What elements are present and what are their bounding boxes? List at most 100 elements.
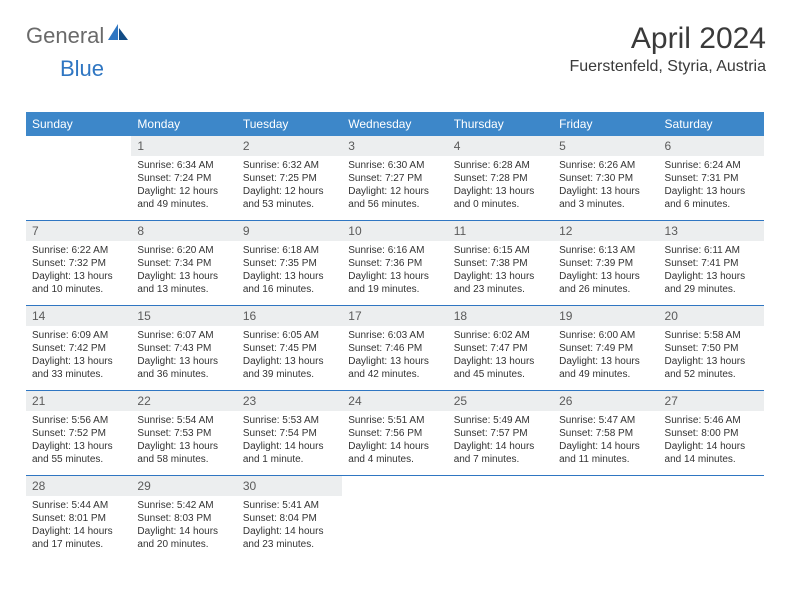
day-details: Sunrise: 6:15 AMSunset: 7:38 PMDaylight:… bbox=[448, 241, 553, 301]
day-details: Sunrise: 6:20 AMSunset: 7:34 PMDaylight:… bbox=[131, 241, 236, 301]
day-number: 23 bbox=[237, 391, 342, 411]
day-number: 22 bbox=[131, 391, 236, 411]
day-number: 25 bbox=[448, 391, 553, 411]
calendar-row: 28 Sunrise: 5:44 AMSunset: 8:01 PMDaylig… bbox=[26, 476, 764, 561]
day-details: Sunrise: 5:58 AMSunset: 7:50 PMDaylight:… bbox=[659, 326, 764, 386]
calendar-cell: 18 Sunrise: 6:02 AMSunset: 7:47 PMDaylig… bbox=[448, 306, 553, 391]
day-number: 8 bbox=[131, 221, 236, 241]
calendar-row: 14 Sunrise: 6:09 AMSunset: 7:42 PMDaylig… bbox=[26, 306, 764, 391]
day-details: Sunrise: 5:47 AMSunset: 7:58 PMDaylight:… bbox=[553, 411, 658, 471]
calendar-cell: 25 Sunrise: 5:49 AMSunset: 7:57 PMDaylig… bbox=[448, 391, 553, 476]
day-details: Sunrise: 5:46 AMSunset: 8:00 PMDaylight:… bbox=[659, 411, 764, 471]
day-number: 11 bbox=[448, 221, 553, 241]
month-title: April 2024 bbox=[569, 22, 766, 56]
day-number: 14 bbox=[26, 306, 131, 326]
day-details: Sunrise: 5:41 AMSunset: 8:04 PMDaylight:… bbox=[237, 496, 342, 556]
logo-text-blue: Blue bbox=[60, 56, 792, 82]
calendar-row: 21 Sunrise: 5:56 AMSunset: 7:52 PMDaylig… bbox=[26, 391, 764, 476]
day-details: Sunrise: 6:30 AMSunset: 7:27 PMDaylight:… bbox=[342, 156, 447, 216]
weekday-header: Tuesday bbox=[237, 112, 342, 136]
calendar-cell: 7 Sunrise: 6:22 AMSunset: 7:32 PMDayligh… bbox=[26, 221, 131, 306]
day-number: 16 bbox=[237, 306, 342, 326]
day-number: 4 bbox=[448, 136, 553, 156]
day-details: Sunrise: 6:03 AMSunset: 7:46 PMDaylight:… bbox=[342, 326, 447, 386]
day-number: 21 bbox=[26, 391, 131, 411]
calendar-cell: 23 Sunrise: 5:53 AMSunset: 7:54 PMDaylig… bbox=[237, 391, 342, 476]
day-number: 20 bbox=[659, 306, 764, 326]
day-details: Sunrise: 5:49 AMSunset: 7:57 PMDaylight:… bbox=[448, 411, 553, 471]
logo-sail-icon bbox=[104, 22, 132, 50]
day-number: 28 bbox=[26, 476, 131, 496]
weekday-header: Saturday bbox=[659, 112, 764, 136]
day-details: Sunrise: 6:00 AMSunset: 7:49 PMDaylight:… bbox=[553, 326, 658, 386]
page: General April 2024 Fuerstenfeld, Styria,… bbox=[0, 0, 792, 612]
calendar-cell: 10 Sunrise: 6:16 AMSunset: 7:36 PMDaylig… bbox=[342, 221, 447, 306]
day-number: 12 bbox=[553, 221, 658, 241]
day-details: Sunrise: 6:32 AMSunset: 7:25 PMDaylight:… bbox=[237, 156, 342, 216]
calendar-cell: 4 Sunrise: 6:28 AMSunset: 7:28 PMDayligh… bbox=[448, 136, 553, 221]
day-details: Sunrise: 5:44 AMSunset: 8:01 PMDaylight:… bbox=[26, 496, 131, 556]
day-details: Sunrise: 6:16 AMSunset: 7:36 PMDaylight:… bbox=[342, 241, 447, 301]
day-number: 1 bbox=[131, 136, 236, 156]
day-details: Sunrise: 6:02 AMSunset: 7:47 PMDaylight:… bbox=[448, 326, 553, 386]
weekday-row: SundayMondayTuesdayWednesdayThursdayFrid… bbox=[26, 112, 764, 136]
day-details: Sunrise: 5:54 AMSunset: 7:53 PMDaylight:… bbox=[131, 411, 236, 471]
day-number: 2 bbox=[237, 136, 342, 156]
day-number: 9 bbox=[237, 221, 342, 241]
weekday-header: Friday bbox=[553, 112, 658, 136]
day-number: 13 bbox=[659, 221, 764, 241]
day-details: Sunrise: 6:11 AMSunset: 7:41 PMDaylight:… bbox=[659, 241, 764, 301]
day-details: Sunrise: 6:13 AMSunset: 7:39 PMDaylight:… bbox=[553, 241, 658, 301]
calendar-cell: 5 Sunrise: 6:26 AMSunset: 7:30 PMDayligh… bbox=[553, 136, 658, 221]
calendar-cell: 26 Sunrise: 5:47 AMSunset: 7:58 PMDaylig… bbox=[553, 391, 658, 476]
weekday-header: Wednesday bbox=[342, 112, 447, 136]
day-number: 24 bbox=[342, 391, 447, 411]
day-number: 30 bbox=[237, 476, 342, 496]
day-number: 19 bbox=[553, 306, 658, 326]
calendar-cell: 29 Sunrise: 5:42 AMSunset: 8:03 PMDaylig… bbox=[131, 476, 236, 561]
day-number: 10 bbox=[342, 221, 447, 241]
day-details: Sunrise: 6:26 AMSunset: 7:30 PMDaylight:… bbox=[553, 156, 658, 216]
day-details: Sunrise: 6:07 AMSunset: 7:43 PMDaylight:… bbox=[131, 326, 236, 386]
calendar-cell: 8 Sunrise: 6:20 AMSunset: 7:34 PMDayligh… bbox=[131, 221, 236, 306]
day-number: 18 bbox=[448, 306, 553, 326]
weekday-header: Thursday bbox=[448, 112, 553, 136]
logo: General bbox=[26, 22, 132, 50]
day-number: 29 bbox=[131, 476, 236, 496]
logo-text-general: General bbox=[26, 23, 104, 49]
calendar-cell: 6 Sunrise: 6:24 AMSunset: 7:31 PMDayligh… bbox=[659, 136, 764, 221]
day-details: Sunrise: 6:34 AMSunset: 7:24 PMDaylight:… bbox=[131, 156, 236, 216]
calendar-cell-empty: .. bbox=[26, 136, 131, 221]
day-number: 7 bbox=[26, 221, 131, 241]
calendar-cell: 2 Sunrise: 6:32 AMSunset: 7:25 PMDayligh… bbox=[237, 136, 342, 221]
day-details: Sunrise: 6:22 AMSunset: 7:32 PMDaylight:… bbox=[26, 241, 131, 301]
calendar-cell: 1 Sunrise: 6:34 AMSunset: 7:24 PMDayligh… bbox=[131, 136, 236, 221]
weekday-header: Monday bbox=[131, 112, 236, 136]
calendar-row: .. 1 Sunrise: 6:34 AMSunset: 7:24 PMDayl… bbox=[26, 136, 764, 221]
day-number: 5 bbox=[553, 136, 658, 156]
day-details: Sunrise: 6:28 AMSunset: 7:28 PMDaylight:… bbox=[448, 156, 553, 216]
calendar-cell: 11 Sunrise: 6:15 AMSunset: 7:38 PMDaylig… bbox=[448, 221, 553, 306]
calendar-cell: 9 Sunrise: 6:18 AMSunset: 7:35 PMDayligh… bbox=[237, 221, 342, 306]
calendar-cell: 20 Sunrise: 5:58 AMSunset: 7:50 PMDaylig… bbox=[659, 306, 764, 391]
day-details: Sunrise: 5:53 AMSunset: 7:54 PMDaylight:… bbox=[237, 411, 342, 471]
day-details: Sunrise: 5:56 AMSunset: 7:52 PMDaylight:… bbox=[26, 411, 131, 471]
day-number: 17 bbox=[342, 306, 447, 326]
calendar-cell: 16 Sunrise: 6:05 AMSunset: 7:45 PMDaylig… bbox=[237, 306, 342, 391]
calendar-cell: 12 Sunrise: 6:13 AMSunset: 7:39 PMDaylig… bbox=[553, 221, 658, 306]
calendar-cell: 21 Sunrise: 5:56 AMSunset: 7:52 PMDaylig… bbox=[26, 391, 131, 476]
day-details: Sunrise: 6:18 AMSunset: 7:35 PMDaylight:… bbox=[237, 241, 342, 301]
calendar-table: SundayMondayTuesdayWednesdayThursdayFrid… bbox=[26, 112, 764, 560]
calendar-cell: 3 Sunrise: 6:30 AMSunset: 7:27 PMDayligh… bbox=[342, 136, 447, 221]
calendar-body: .. 1 Sunrise: 6:34 AMSunset: 7:24 PMDayl… bbox=[26, 136, 764, 560]
day-number: 26 bbox=[553, 391, 658, 411]
calendar-cell-empty: .. bbox=[659, 476, 764, 561]
calendar-cell: 17 Sunrise: 6:03 AMSunset: 7:46 PMDaylig… bbox=[342, 306, 447, 391]
calendar-cell-empty: .. bbox=[448, 476, 553, 561]
calendar-cell: 15 Sunrise: 6:07 AMSunset: 7:43 PMDaylig… bbox=[131, 306, 236, 391]
calendar-cell-empty: .. bbox=[342, 476, 447, 561]
calendar-cell: 28 Sunrise: 5:44 AMSunset: 8:01 PMDaylig… bbox=[26, 476, 131, 561]
day-number: 3 bbox=[342, 136, 447, 156]
calendar-cell: 14 Sunrise: 6:09 AMSunset: 7:42 PMDaylig… bbox=[26, 306, 131, 391]
calendar-cell-empty: .. bbox=[553, 476, 658, 561]
